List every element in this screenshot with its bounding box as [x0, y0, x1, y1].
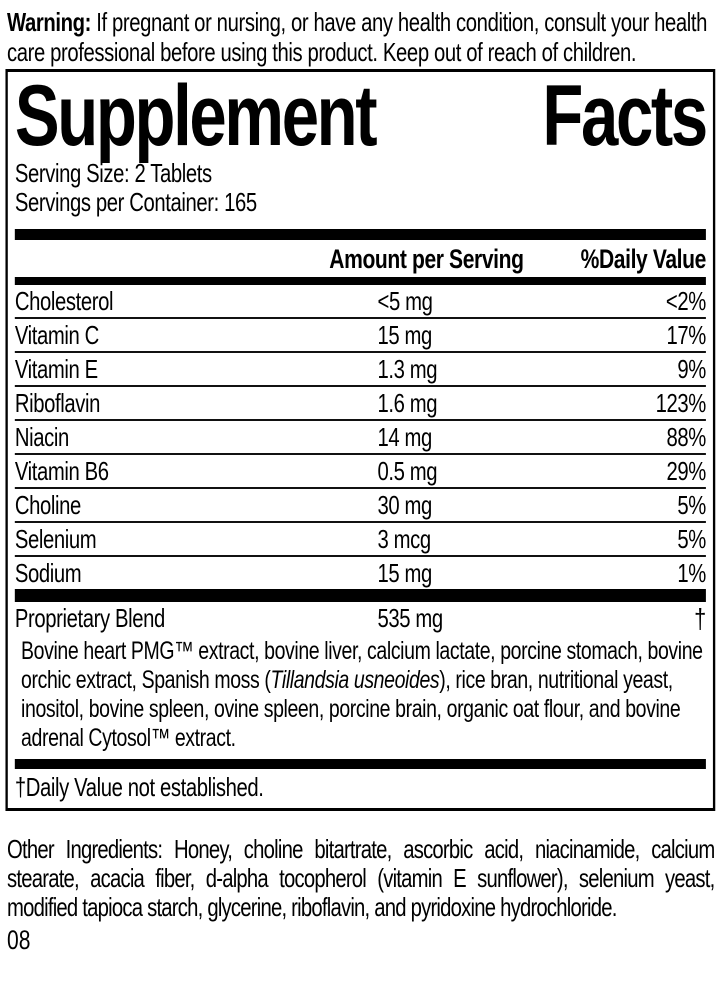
table-row: Vitamin B6 0.5 mg 29%: [14, 455, 706, 489]
nutrient-dv: 5%: [677, 489, 706, 520]
blend-description-species: Tillandsia usneoides: [270, 666, 440, 694]
table-row: Selenium 3 mcg 5%: [14, 523, 706, 557]
nutrient-amount: 30 mg: [377, 489, 433, 520]
proprietary-blend-row: Proprietary Blend 535 mg †: [15, 602, 706, 635]
blend-name: Proprietary Blend: [14, 603, 165, 633]
label-page: Warning: If pregnant or nursing, or have…: [0, 7, 720, 955]
nutrient-dv: 9%: [677, 353, 706, 384]
table-row: Niacin 14 mg 88%: [14, 421, 706, 455]
table-row: Cholesterol <5 mg <2%: [14, 285, 706, 319]
nutrient-amount: 0.5 mg: [377, 455, 438, 486]
nutrient-amount: 15 mg: [377, 319, 433, 350]
supplement-facts-title: Supplement Facts: [14, 68, 708, 164]
title-word-facts: Facts: [542, 68, 708, 164]
table-row: Vitamin E 1.3 mg 9%: [14, 353, 706, 387]
nutrient-name: Vitamin C: [14, 319, 99, 350]
other-ingredients: Other Ingredients: Honey, choline bitart…: [7, 834, 715, 922]
daily-value-footnote: †Daily Value not established.: [14, 772, 264, 802]
nutrient-dv: 17%: [666, 319, 706, 350]
divider-bar-top: [14, 229, 706, 240]
serving-size: Serving Size: 2 Tablets: [14, 158, 212, 188]
nutrient-amount: 1.3 mg: [377, 353, 438, 384]
nutrient-dv: 5%: [677, 523, 706, 554]
column-header-amount: Amount per Serving: [329, 244, 524, 274]
divider-bar-blend: [14, 589, 706, 602]
nutrient-name: Cholesterol: [14, 285, 114, 316]
table-row: Vitamin C 15 mg 17%: [14, 319, 706, 353]
blend-description-part1: Bovine heart PMG™ extract, bovine liver,…: [21, 637, 703, 694]
blend-dagger: †: [694, 602, 706, 634]
divider-bar-footnote: [14, 759, 706, 769]
nutrient-name: Sodium: [14, 557, 82, 588]
nutrient-name: Selenium: [14, 523, 97, 554]
nutrient-name: Niacin: [14, 421, 69, 452]
supplement-facts-panel: Supplement Facts Serving Size: 2 Tablets…: [5, 68, 716, 811]
title-word-supplement: Supplement: [14, 68, 378, 164]
nutrient-dv: 1%: [677, 557, 706, 588]
nutrient-name: Vitamin B6: [14, 455, 109, 486]
warning-paragraph: Warning: If pregnant or nursing, or have…: [7, 7, 709, 67]
table-row: Choline 30 mg 5%: [14, 489, 706, 523]
nutrient-name: Vitamin E: [14, 353, 98, 384]
nutrient-dv: 123%: [655, 387, 707, 418]
blend-description: Bovine heart PMG™ extract, bovine liver,…: [15, 637, 706, 753]
nutrient-dv: 88%: [666, 421, 706, 452]
table-row: Riboflavin 1.6 mg 123%: [14, 387, 707, 421]
nutrient-amount: 3 mcg: [377, 523, 432, 554]
nutrient-name: Choline: [14, 489, 81, 520]
servings-per-container: Servings per Container: 165: [14, 187, 257, 217]
product-code: 08: [7, 925, 31, 955]
nutrient-name: Riboflavin: [14, 387, 101, 418]
nutrient-amount: 14 mg: [377, 421, 433, 452]
table-header-row: Amount per Serving %Daily Value: [15, 240, 706, 274]
nutrient-amount: <5 mg: [377, 285, 433, 316]
warning-text: If pregnant or nursing, or have any heal…: [7, 7, 708, 67]
warning-label: Warning:: [7, 7, 92, 37]
column-header-daily-value: %Daily Value: [580, 244, 707, 274]
blend-amount: 535 mg: [377, 603, 444, 633]
nutrient-amount: 15 mg: [377, 557, 433, 588]
table-row: Sodium 15 mg 1%: [15, 557, 706, 589]
nutrient-dv: <2%: [665, 285, 706, 316]
blend-description-part2: ), rice bran, nutritional yeast, inosito…: [21, 666, 681, 752]
nutrient-amount: 1.6 mg: [377, 387, 438, 418]
nutrient-dv: 29%: [666, 455, 706, 486]
divider-bar-header: [14, 277, 706, 285]
